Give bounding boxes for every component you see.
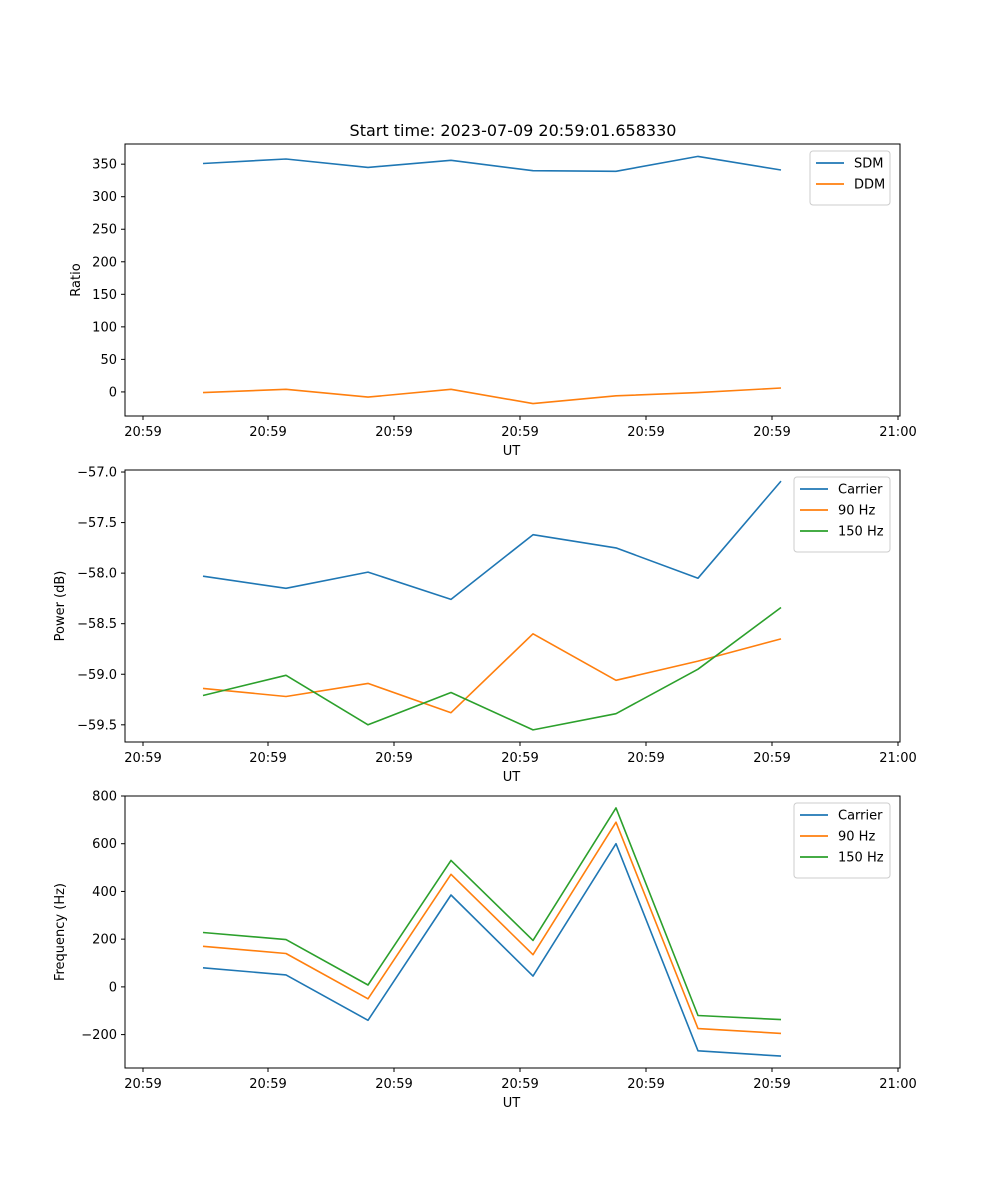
legend-label: 150 Hz — [838, 525, 884, 540]
legend-label: Carrier — [838, 809, 883, 824]
series-line-90-hz — [202, 821, 782, 1035]
legend-label: 150 Hz — [838, 851, 884, 866]
x-axis-label: UT — [503, 1096, 521, 1111]
y-tick-label: −59.5 — [77, 718, 117, 733]
x-tick-label: 21:00 — [879, 1077, 916, 1092]
y-tick-label: 150 — [92, 288, 117, 303]
x-tick-label: 21:00 — [879, 751, 916, 766]
y-tick-label: −57.5 — [77, 516, 117, 531]
series-line-150-hz — [202, 807, 782, 1021]
legend-box — [809, 150, 891, 206]
x-tick-label: 20:59 — [501, 751, 538, 766]
x-tick-label: 20:59 — [375, 751, 412, 766]
y-tick-label: 100 — [92, 320, 117, 335]
x-tick-label: 20:59 — [249, 1077, 286, 1092]
y-tick-label: −200 — [81, 1028, 117, 1043]
x-tick-label: 20:59 — [124, 751, 161, 766]
y-tick-label: 50 — [100, 353, 117, 368]
y-axis-label: Frequency (Hz) — [53, 883, 68, 981]
legend-box — [793, 476, 891, 553]
x-tick-label: 20:59 — [753, 751, 790, 766]
x-tick-label: 20:59 — [249, 751, 286, 766]
series-line-ddm — [202, 387, 782, 405]
series-line-sdm — [202, 155, 782, 173]
plots-container: 20:59 20:59 20:59 20:59 20:59 20:59 21:00 UT 0 50… — [53, 143, 917, 1112]
legend-label: SDM — [854, 157, 883, 172]
legend-label: DDM — [854, 178, 885, 193]
legend: SDM DDM — [809, 150, 891, 206]
y-tick-label: −58.0 — [77, 567, 117, 582]
y-tick-label: −57.0 — [77, 466, 117, 481]
chart-power: 20:59 20:59 20:59 20:59 20:59 20:59 21:00 UT −59… — [53, 466, 917, 785]
y-tick-label: 800 — [92, 790, 117, 805]
series-line-carrier — [202, 480, 782, 601]
x-tick-label: 20:59 — [124, 1077, 161, 1092]
x-tick-label: 20:59 — [501, 1077, 538, 1092]
x-tick-label: 20:59 — [375, 425, 412, 440]
y-tick-label: 250 — [92, 223, 117, 238]
chart-frequency: 20:59 20:59 20:59 20:59 20:59 20:59 21:00 UT −20… — [53, 790, 917, 1112]
series-line-150-hz — [202, 606, 782, 731]
series-line-carrier — [202, 842, 782, 1057]
y-tick-label: −58.5 — [77, 617, 117, 632]
x-tick-label: 20:59 — [753, 1077, 790, 1092]
x-tick-label: 20:59 — [627, 425, 664, 440]
y-tick-label: 0 — [109, 385, 117, 400]
legend-label: 90 Hz — [838, 504, 875, 519]
plot-frame — [124, 795, 901, 1069]
x-tick-label: 20:59 — [627, 751, 664, 766]
x-tick-label: 20:59 — [501, 425, 538, 440]
x-tick-label: 20:59 — [627, 1077, 664, 1092]
y-axis-label: Ratio — [69, 263, 84, 296]
y-tick-label: 200 — [92, 255, 117, 270]
legend-label: Carrier — [838, 483, 883, 498]
x-axis-label: UT — [503, 770, 521, 785]
plot-frame — [124, 469, 901, 743]
x-tick-label: 20:59 — [249, 425, 286, 440]
y-tick-label: 600 — [92, 837, 117, 852]
x-tick-label: 20:59 — [124, 425, 161, 440]
figure-title: Start time: 2023-07-09 20:59:01.658330 — [350, 121, 677, 140]
legend-box — [793, 802, 891, 879]
y-tick-label: −59.0 — [77, 668, 117, 683]
y-tick-label: 0 — [109, 980, 117, 995]
x-tick-label: 21:00 — [879, 425, 916, 440]
series-line-90-hz — [202, 632, 782, 714]
chart-ratio: 20:59 20:59 20:59 20:59 20:59 20:59 21:00 UT 0 50… — [69, 143, 917, 459]
legend-label: 90 Hz — [838, 830, 875, 845]
y-tick-label: 400 — [92, 885, 117, 900]
legend: Carrier 90 Hz 150 Hz — [793, 802, 891, 879]
x-tick-label: 20:59 — [375, 1077, 412, 1092]
x-axis-label: UT — [503, 444, 521, 459]
legend: Carrier 90 Hz 150 Hz — [793, 476, 891, 553]
plot-frame — [124, 143, 901, 417]
y-axis-label: Power (dB) — [53, 571, 68, 642]
x-tick-label: 20:59 — [753, 425, 790, 440]
y-tick-label: 200 — [92, 933, 117, 948]
y-tick-label: 350 — [92, 158, 117, 173]
y-tick-label: 300 — [92, 190, 117, 205]
